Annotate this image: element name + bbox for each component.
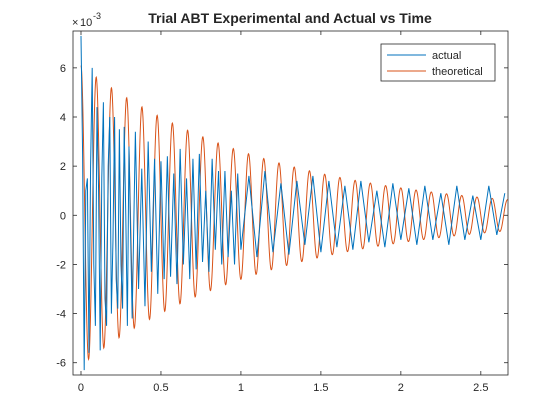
legend-box bbox=[380, 43, 496, 82]
x-tick-label: 1.5 bbox=[313, 382, 328, 394]
legend: actual theoretical bbox=[380, 43, 496, 82]
y-exponent-prefix: × bbox=[72, 17, 78, 29]
x-tick-label: 1 bbox=[238, 382, 244, 394]
y-tick-label: 0 bbox=[60, 210, 66, 222]
y-tick-label: -6 bbox=[56, 358, 66, 370]
series-layer bbox=[80, 35, 508, 371]
y-exponent-base: 10 bbox=[80, 17, 92, 29]
y-tick-label: -4 bbox=[56, 309, 66, 321]
x-tick-label: 0 bbox=[78, 382, 84, 394]
y-tick-label: 2 bbox=[60, 161, 66, 173]
chart-title: Trial ABT Experimental and Actual vs Tim… bbox=[148, 10, 432, 26]
y-tick-label: 4 bbox=[60, 112, 66, 124]
y-tick-label: 6 bbox=[60, 63, 66, 75]
y-axis-exponent: × 10 -3 bbox=[72, 11, 101, 29]
axes-layer: 0 0.5 1 1.5 2 2.5 -6 -4 -2 0 2 4 6 bbox=[56, 30, 509, 394]
x-tick-label: 0.5 bbox=[153, 382, 168, 394]
y-tick-label: -2 bbox=[56, 259, 66, 271]
y-exponent-power: -3 bbox=[93, 11, 101, 21]
series-actual-line bbox=[80, 35, 506, 371]
axes-box bbox=[72, 30, 509, 376]
series-theoretical-line bbox=[80, 65, 508, 362]
x-tick-label: 2.5 bbox=[473, 382, 488, 394]
legend-label-actual: actual bbox=[432, 50, 461, 62]
x-tick-label: 2 bbox=[398, 382, 404, 394]
legend-label-theoretical: theoretical bbox=[432, 66, 483, 78]
